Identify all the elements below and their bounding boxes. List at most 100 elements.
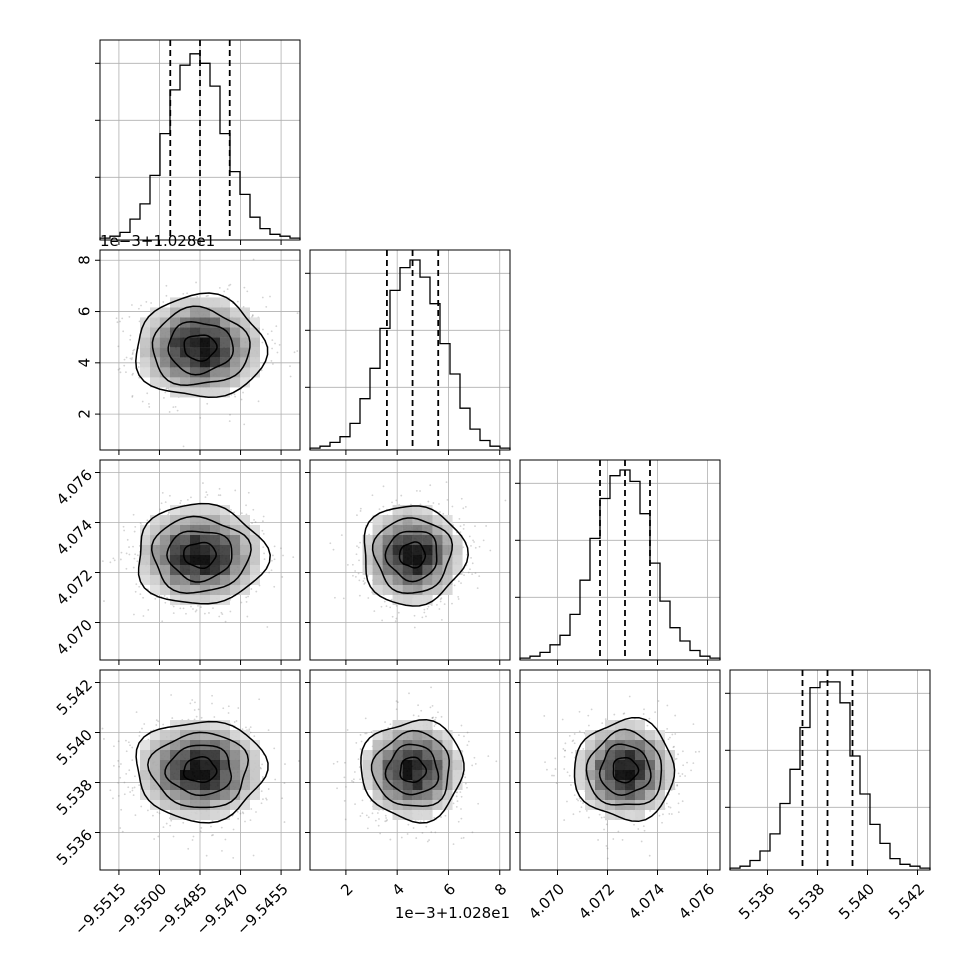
- scatter-point: [232, 857, 235, 859]
- density-cell: [160, 575, 170, 585]
- scatter-point: [358, 766, 361, 768]
- scatter-point: [156, 811, 159, 814]
- density-cell: [170, 307, 180, 318]
- scatter-point: [200, 716, 203, 719]
- scatter-point: [162, 826, 165, 829]
- density-cell: [170, 790, 180, 800]
- scatter-point: [218, 615, 221, 618]
- density-cell: [392, 585, 403, 595]
- scatter-point: [275, 325, 278, 328]
- density-cell: [210, 317, 220, 328]
- contour-level: [167, 321, 234, 376]
- density-cell: [160, 555, 170, 565]
- scatter-point: [345, 785, 347, 788]
- scatter-point: [390, 598, 393, 601]
- scatter-point: [385, 817, 388, 819]
- density-cell: [160, 307, 170, 318]
- scatter-point: [199, 830, 202, 833]
- density-cell: [240, 307, 250, 318]
- scatter-point: [129, 338, 132, 341]
- panel-frame: [309, 249, 511, 451]
- scatter-point: [384, 721, 386, 723]
- density-cell: [200, 387, 210, 398]
- density-cell: [170, 515, 180, 525]
- scatter-point: [386, 819, 389, 821]
- density-cell: [180, 770, 190, 780]
- density-cell: [150, 327, 160, 338]
- density-cell: [412, 585, 423, 595]
- density-cell: [220, 780, 230, 790]
- density-cell: [150, 565, 160, 575]
- scatter-point: [139, 593, 142, 596]
- scatter-point: [278, 344, 281, 346]
- scatter-point: [354, 575, 357, 578]
- scatter-point: [446, 498, 449, 501]
- scatter-point: [246, 615, 249, 618]
- density-cell: [382, 515, 393, 525]
- density-cell: [190, 367, 200, 378]
- scatter-point: [191, 699, 194, 701]
- scatter-point: [351, 563, 354, 566]
- density-cell: [452, 565, 463, 575]
- scatter-point: [134, 775, 136, 778]
- scatter-point: [195, 281, 197, 284]
- scatter-point: [166, 596, 168, 599]
- density-cell: [190, 720, 200, 730]
- scatter-point: [253, 735, 256, 738]
- contour-level: [398, 541, 427, 569]
- scatter-point: [235, 720, 238, 722]
- density-cell: [220, 585, 230, 595]
- density-cell: [412, 545, 423, 555]
- scatter-point: [334, 596, 336, 599]
- density-cell: [250, 790, 260, 800]
- density-cell: [160, 730, 170, 740]
- scatter-point: [242, 812, 245, 815]
- scatter-point: [255, 590, 258, 593]
- scatter-point: [504, 499, 507, 502]
- scatter-point: [195, 609, 198, 612]
- scatter-point: [265, 798, 268, 801]
- scatter-point: [427, 500, 430, 503]
- density-cell: [220, 337, 230, 348]
- scatter-point: [103, 600, 105, 602]
- scatter-point: [462, 546, 465, 549]
- scatter-point: [463, 524, 465, 526]
- scatter-point: [258, 698, 261, 701]
- scatter-point: [281, 797, 284, 800]
- scatter-point: [370, 731, 373, 733]
- scatter-point: [133, 557, 136, 560]
- density-cell: [180, 595, 190, 605]
- scatter-point: [172, 835, 175, 838]
- contour-level: [363, 505, 469, 607]
- density-cell: [442, 535, 453, 545]
- scatter-point: [126, 538, 129, 541]
- density-cell: [210, 515, 220, 525]
- scatter-point: [230, 393, 233, 396]
- density-cell: [140, 367, 150, 378]
- scatter-point: [125, 772, 128, 775]
- scatter-point: [293, 351, 296, 354]
- density-cell: [412, 595, 423, 605]
- scatter-point: [389, 838, 392, 841]
- density-cell: [180, 750, 190, 760]
- scatter-point: [476, 587, 479, 590]
- density-cell: [160, 545, 170, 555]
- scatter-point: [292, 556, 295, 558]
- density-cell: [372, 585, 383, 595]
- scatter-point: [346, 563, 349, 566]
- density-cell: [220, 545, 230, 555]
- scatter-point: [208, 612, 210, 614]
- scatter-point: [474, 763, 477, 765]
- density-cell: [140, 327, 150, 338]
- scatter-point: [432, 502, 435, 504]
- scatter-point: [154, 597, 157, 600]
- density-cell: [362, 545, 373, 555]
- density-cell: [160, 780, 170, 790]
- scatter-point: [125, 567, 128, 570]
- density-cell: [372, 545, 383, 555]
- density-cell: [372, 565, 383, 575]
- scatter-point: [168, 411, 171, 413]
- density-cell: [402, 515, 413, 525]
- density-cell: [200, 535, 210, 545]
- scatter-point: [367, 574, 369, 577]
